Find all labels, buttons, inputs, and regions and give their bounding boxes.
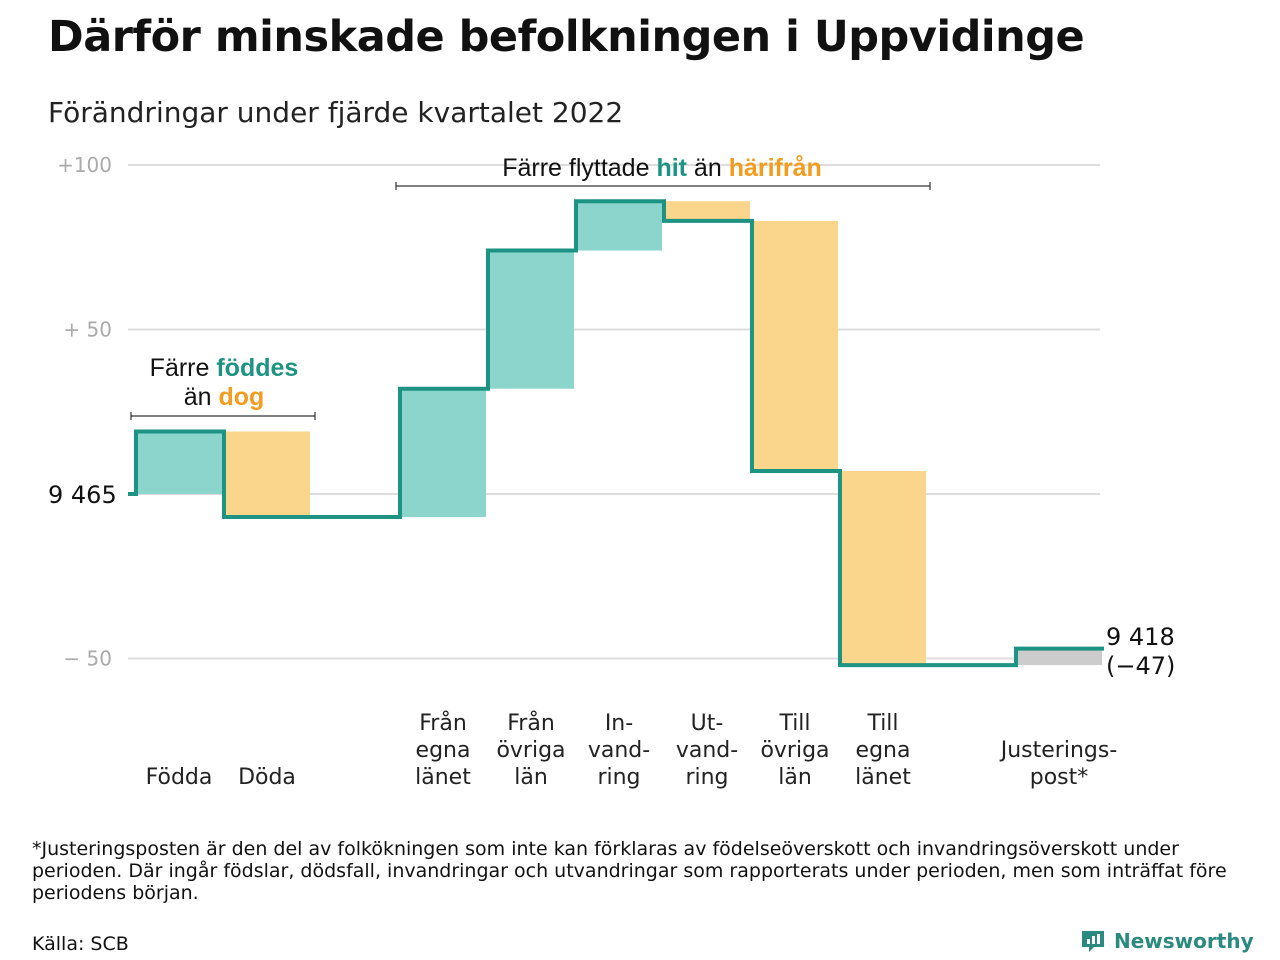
step-line (128, 199, 1104, 668)
source-label: Källa: SCB (32, 933, 129, 955)
annotation-births-line2: än dog (184, 383, 265, 411)
category-label-6: Till övriga län (760, 711, 829, 790)
bar-1 (224, 431, 310, 518)
gridlines (128, 164, 1100, 660)
brand-name: Newsworthy (1114, 929, 1254, 953)
y-tick-label-1: + 50 (63, 318, 112, 342)
start-value-label: 9 465 (48, 481, 117, 509)
category-label-4: In-vand-ring (588, 711, 650, 790)
category-label-2: Från egna länet (415, 710, 471, 790)
bar-4 (576, 201, 662, 251)
y-axis-ticks: +100 + 50 − 50 (57, 153, 112, 671)
annotation-moves: Färre flyttade hit än härifrån (395, 154, 931, 190)
bar-7 (840, 470, 926, 666)
category-label-0: Födda (146, 765, 213, 790)
bar-0 (136, 431, 222, 494)
bar-3 (488, 250, 574, 389)
y-tick-label-3: − 50 (63, 647, 112, 671)
category-label-3: Från övriga län (496, 710, 565, 790)
category-label-7: Till egna länet (855, 711, 911, 790)
chart-subtitle: Förändringar under fjärde kvartalet 2022 (48, 96, 624, 129)
y-tick-label-0: +100 (57, 153, 112, 177)
end-change-label: (−47) (1106, 652, 1175, 680)
newsworthy-icon (1082, 931, 1104, 952)
category-label-1: Döda (238, 765, 296, 790)
chart-title: Därför minskade befolkningen i Uppviding… (48, 12, 1085, 62)
annotation-births-line1: Färre föddes (150, 354, 299, 382)
bar-5 (664, 201, 750, 221)
brand-logo: Newsworthy (1080, 928, 1254, 954)
annotation-births: Färre föddes än dog (130, 354, 316, 420)
category-label-5: Ut-vand-ring (676, 711, 738, 790)
category-label-8: Justerings-post* (999, 738, 1118, 790)
running-total-line (128, 199, 1104, 668)
bar-6 (752, 220, 838, 471)
footnote: *Justeringsposten är den del av folkökni… (32, 838, 1227, 904)
annotation-moves-text: Färre flyttade hit än härifrån (502, 154, 822, 182)
bar-2 (400, 388, 486, 518)
category-labels: Födda Döda Från egna länet Från övriga län In-va… (146, 710, 1118, 790)
end-value-label: 9 418 (1106, 623, 1175, 651)
waterfall-bars (136, 201, 1102, 666)
bar-8 (1016, 648, 1102, 666)
waterfall-chart: +100 + 50 − 50 Födda Döda Från egna länet Från ö… (48, 153, 1175, 790)
